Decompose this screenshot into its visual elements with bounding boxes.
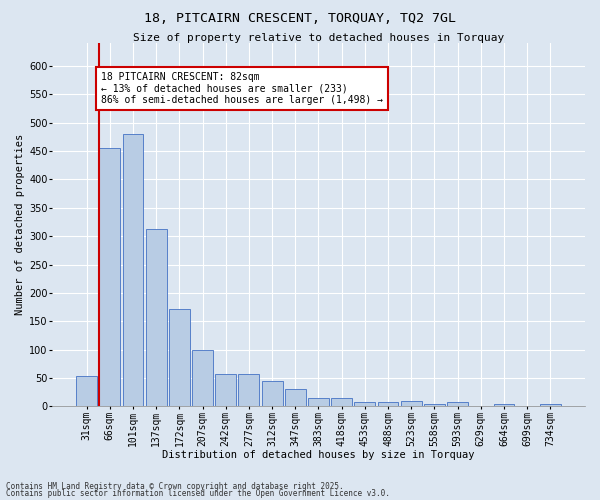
X-axis label: Distribution of detached houses by size in Torquay: Distribution of detached houses by size …	[162, 450, 475, 460]
Bar	[424, 404, 445, 406]
Text: Contains public sector information licensed under the Open Government Licence v3: Contains public sector information licen…	[6, 489, 390, 498]
Bar	[122, 134, 143, 406]
Bar	[146, 230, 167, 406]
Bar	[355, 402, 375, 406]
Text: 18 PITCAIRN CRESCENT: 82sqm
← 13% of detached houses are smaller (233)
86% of se: 18 PITCAIRN CRESCENT: 82sqm ← 13% of det…	[101, 72, 383, 105]
Bar	[447, 402, 468, 406]
Bar	[308, 398, 329, 406]
Bar	[76, 376, 97, 406]
Y-axis label: Number of detached properties: Number of detached properties	[15, 134, 25, 316]
Bar	[192, 350, 213, 406]
Bar	[169, 309, 190, 406]
Bar	[377, 402, 398, 406]
Bar	[540, 404, 561, 406]
Bar	[262, 382, 283, 406]
Bar	[215, 374, 236, 406]
Bar	[285, 390, 306, 406]
Bar	[401, 402, 422, 406]
Title: Size of property relative to detached houses in Torquay: Size of property relative to detached ho…	[133, 32, 504, 42]
Bar	[331, 398, 352, 406]
Bar	[238, 374, 259, 406]
Bar	[494, 404, 514, 406]
Text: 18, PITCAIRN CRESCENT, TORQUAY, TQ2 7GL: 18, PITCAIRN CRESCENT, TORQUAY, TQ2 7GL	[144, 12, 456, 26]
Text: Contains HM Land Registry data © Crown copyright and database right 2025.: Contains HM Land Registry data © Crown c…	[6, 482, 344, 491]
Bar	[100, 148, 120, 406]
